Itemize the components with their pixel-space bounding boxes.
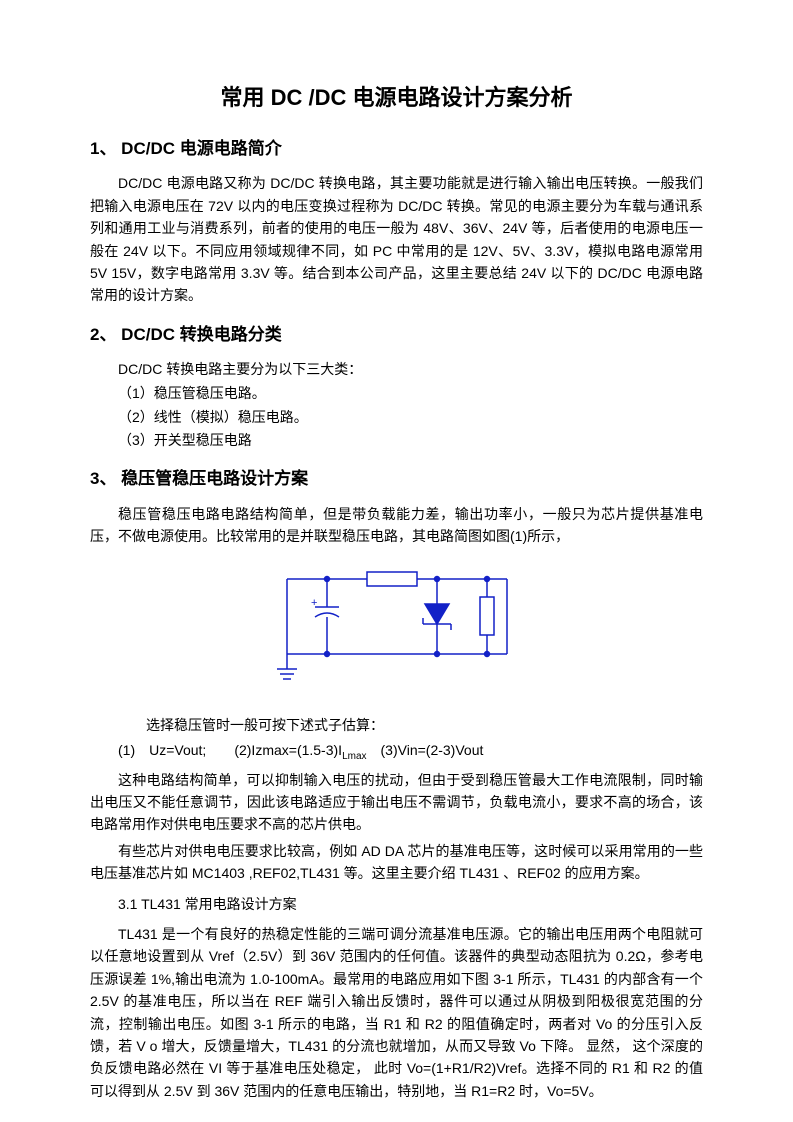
section-3-paragraph-3: 有些芯片对供电电压要求比较高，例如 AD DA 芯片的基准电压等，这时候可以采用… — [90, 840, 703, 885]
formula-line: (1) Uz=Vout; (2)Izmax=(1.5-3)ILmax (3)Vi… — [118, 739, 703, 765]
section-1-heading: 1、 DC/DC 电源电路简介 — [90, 135, 703, 162]
subsection-3-1-heading: 3.1 TL431 常用电路设计方案 — [118, 893, 703, 915]
section-3-paragraph-4: TL431 是一个有良好的热稳定性能的三端可调分流基准电压源。它的输出电压用两个… — [90, 923, 703, 1102]
section-3-heading: 3、 稳压管稳压电路设计方案 — [90, 465, 703, 492]
section-3-paragraph-2: 这种电路结构简单，可以抑制输入电压的扰动，但由于受到稳压管最大工作电流限制，同时… — [90, 769, 703, 836]
page-title: 常用 DC /DC 电源电路设计方案分析 — [90, 80, 703, 115]
circuit-svg: + — [267, 559, 527, 694]
section-1-paragraph: DC/DC 电源电路又称为 DC/DC 转换电路，其主要功能就是进行输入输出电压… — [90, 172, 703, 306]
section-2-intro: DC/DC 转换电路主要分为以下三大类： — [118, 358, 703, 380]
section-2-item-2: （2）线性（模拟）稳压电路。 — [118, 406, 703, 428]
calc-intro: 选择稳压管时一般可按下述式子估算： — [118, 714, 703, 736]
section-3-paragraph-1: 稳压管稳压电路电路结构简单，但是带负载能力差，输出功率小，一般只为芯片提供基准电… — [90, 503, 703, 548]
circuit-diagram: + — [90, 559, 703, 694]
section-2-heading: 2、 DC/DC 转换电路分类 — [90, 321, 703, 348]
section-2-item-1: （1）稳压管稳压电路。 — [118, 382, 703, 404]
section-2-item-3: （3）开关型稳压电路 — [118, 429, 703, 451]
svg-text:+: + — [311, 597, 317, 609]
